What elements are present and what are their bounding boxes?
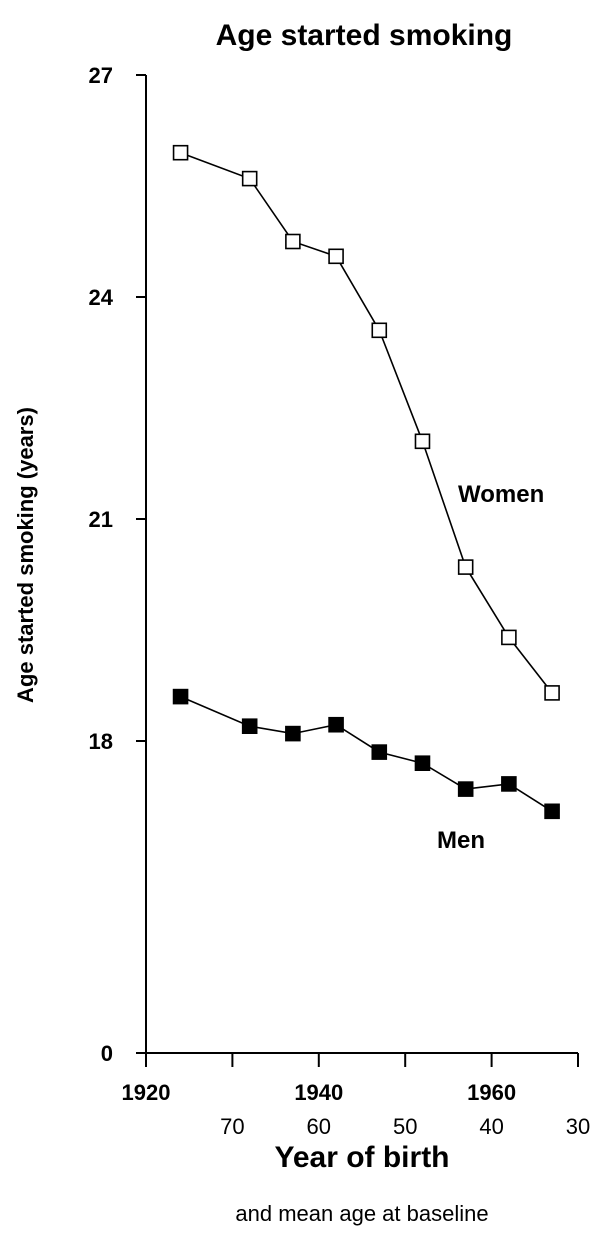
series-label-men: Men <box>437 827 485 854</box>
data-point-women <box>414 433 431 450</box>
series-line-women <box>180 151 553 694</box>
y-tick-label: 0 <box>101 1041 113 1066</box>
data-point-men <box>172 688 189 705</box>
data-point-women <box>172 144 189 161</box>
y-tick-label: 24 <box>89 285 114 310</box>
data-point-women <box>544 685 560 701</box>
x-secondary-tick-label: 40 <box>479 1114 503 1139</box>
data-point-women <box>285 233 301 250</box>
y-tick-label: 21 <box>89 507 113 532</box>
data-point-women <box>241 170 258 187</box>
x-secondary-tick-label: 70 <box>220 1114 244 1139</box>
data-point-men <box>544 803 560 820</box>
y-axis-label: Age started smoking (years) <box>13 407 38 703</box>
chart-title: Age started smoking <box>216 19 513 52</box>
x-tick-label: 1940 <box>294 1080 343 1105</box>
data-point-men <box>241 718 258 735</box>
data-point-men <box>371 744 388 760</box>
series-label-women: Women <box>458 481 544 508</box>
x-tick-label: 1960 <box>467 1080 516 1105</box>
y-tick-label: 27 <box>89 63 113 88</box>
data-point-women <box>328 248 344 265</box>
data-point-women <box>501 629 517 646</box>
series-line-men <box>180 695 553 812</box>
data-point-men <box>328 716 344 733</box>
x-axis-secondary-label: and mean age at baseline <box>235 1201 488 1226</box>
data-point-men <box>285 725 301 742</box>
y-tick-label: 18 <box>89 729 113 754</box>
x-secondary-tick-label: 60 <box>307 1114 331 1139</box>
x-secondary-tick-label: 50 <box>393 1114 417 1139</box>
data-point-men <box>414 755 431 772</box>
data-point-men <box>457 781 474 797</box>
x-tick-label: 1920 <box>122 1080 171 1105</box>
x-secondary-tick-label: 30 <box>566 1114 590 1139</box>
data-point-women <box>457 559 474 575</box>
data-point-women <box>371 322 388 339</box>
x-axis-label: Year of birth <box>274 1141 449 1174</box>
data-point-men <box>501 776 517 792</box>
